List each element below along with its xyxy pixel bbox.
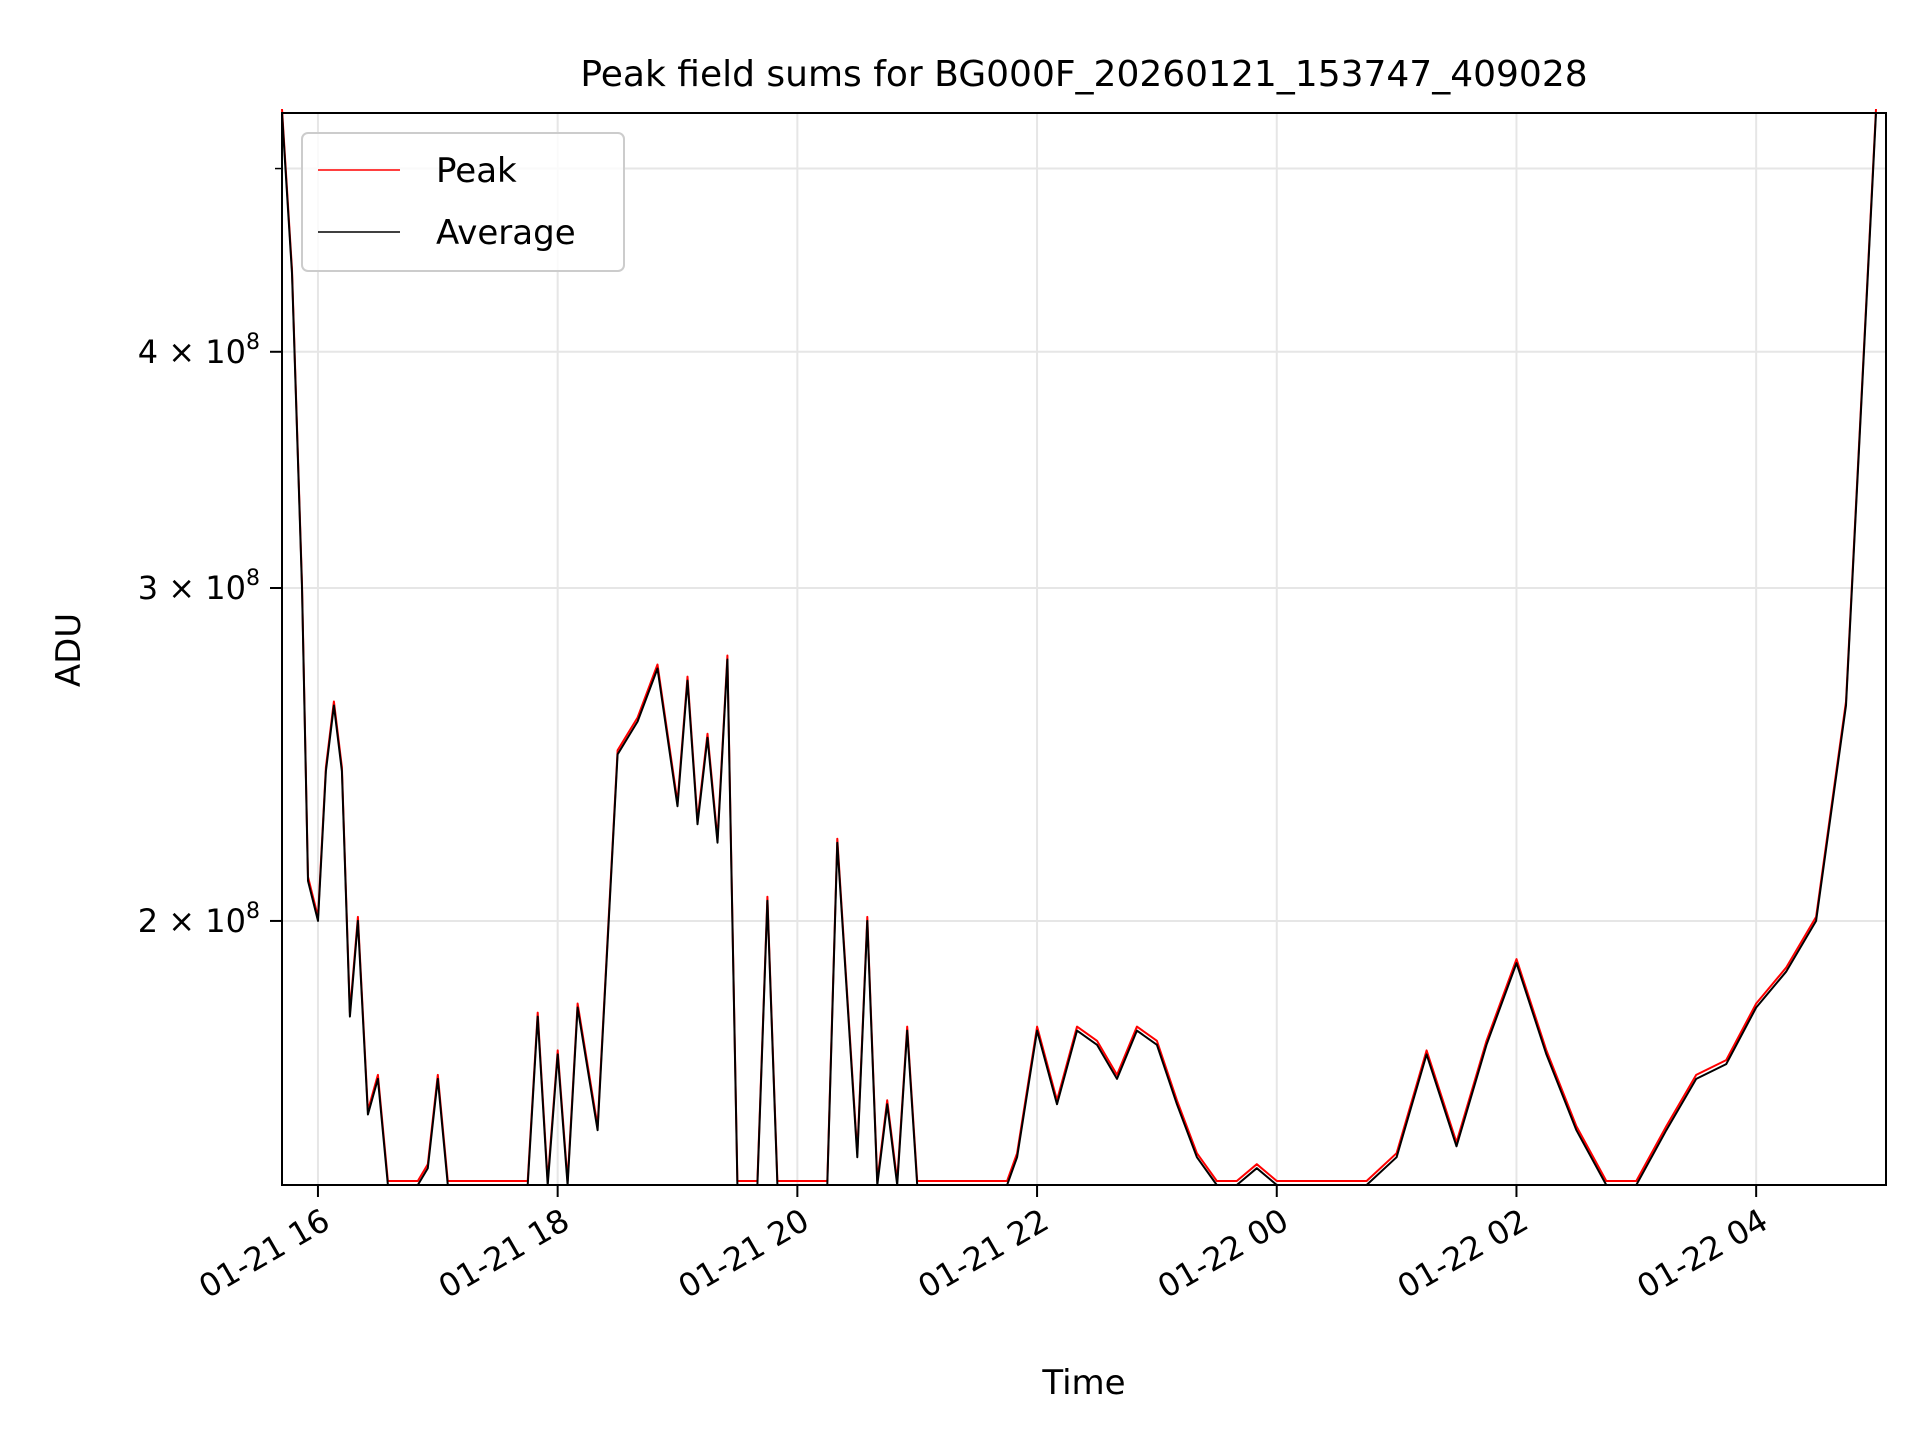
- x-axis-label: Time: [1041, 1363, 1125, 1403]
- series-layer: [281, 108, 1877, 1186]
- legend: Peak Average: [301, 132, 625, 272]
- legend-frame: [301, 132, 625, 272]
- y-tick-exponent: 8: [246, 330, 260, 355]
- y-tick-exponent: 8: [246, 566, 260, 591]
- y-tick-base: × 10: [158, 902, 246, 940]
- grid: [282, 113, 1886, 1185]
- legend-label-peak: Peak: [436, 151, 517, 191]
- y-tick-mantissa: 3: [138, 569, 158, 607]
- y-tick-exponent: 8: [246, 899, 260, 924]
- y-tick-label: 3 × 108: [138, 566, 260, 607]
- y-tick-label: 2 × 108: [138, 899, 260, 940]
- y-tick-mantissa: 4: [138, 333, 158, 371]
- chart-title: Peak field sums for BG000F_20260121_1537…: [580, 54, 1587, 95]
- y-tick-label: 4 × 108: [138, 330, 260, 371]
- legend-label-average: Average: [436, 213, 576, 253]
- series-line-average: [281, 112, 1877, 1186]
- y-axis-label: ADU: [49, 613, 89, 687]
- y-tick-base: × 10: [158, 333, 246, 371]
- plot-frame: [281, 112, 1887, 1186]
- y-tick-mantissa: 2: [138, 902, 158, 940]
- y-tick-base: × 10: [158, 569, 246, 607]
